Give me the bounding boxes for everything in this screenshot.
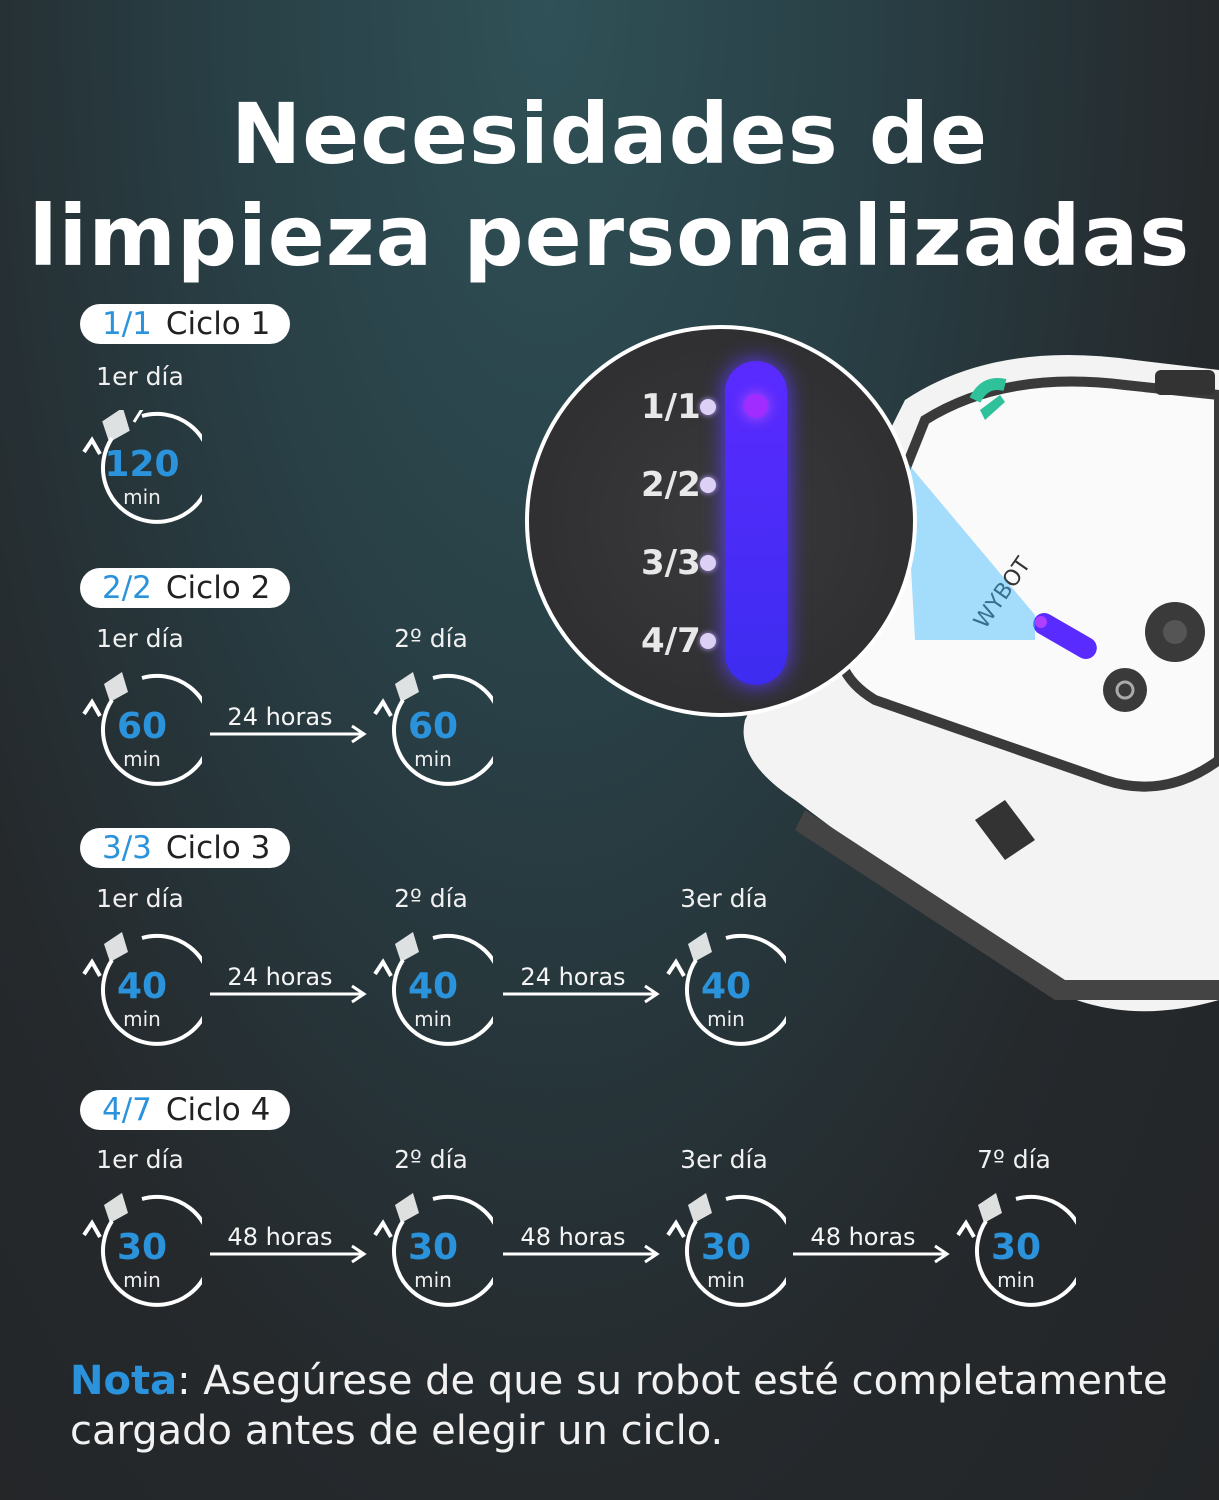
indicator-label: 4/7: [641, 621, 701, 661]
timer: 30 min: [82, 1193, 202, 1313]
timer-unit: min: [123, 1007, 161, 1031]
cycle-name: Ciclo 3: [165, 830, 271, 866]
interval-arrow: 48 horas: [210, 1224, 370, 1264]
day-label: 3er día: [680, 884, 768, 913]
broom-icon: [978, 1193, 1002, 1223]
note: Nota: Asegúrese de que su robot esté com…: [70, 1356, 1190, 1456]
broom-icon: [395, 932, 419, 962]
cycle-name: Ciclo 1: [165, 306, 271, 342]
timer-minutes: 30: [990, 1227, 1042, 1268]
cycle-fraction: 4/7: [102, 1092, 152, 1128]
day-label: 1er día: [96, 884, 184, 913]
day-label: 1er día: [96, 624, 184, 653]
interval-label: 48 horas: [810, 1223, 916, 1251]
interval-arrow: 24 horas: [210, 704, 370, 744]
indicator-label: 3/3: [641, 543, 701, 583]
timer: 120 min: [82, 410, 202, 530]
interval-label: 24 horas: [227, 963, 333, 991]
interval-arrow: 24 horas: [503, 964, 663, 1004]
interval-arrow: 24 horas: [210, 964, 370, 1004]
timer-unit: min: [414, 747, 452, 771]
timer-unit: min: [414, 1268, 452, 1292]
broom-icon: [688, 1193, 712, 1223]
timer-unit: min: [123, 747, 161, 771]
day-label: 3er día: [680, 1145, 768, 1174]
cycle-2-pill: 2/2 Ciclo 2: [80, 568, 291, 608]
note-text: : Asegúrese de que su robot esté complet…: [70, 1358, 1168, 1454]
day-label: 1er día: [96, 362, 184, 391]
broom-icon: [688, 932, 712, 962]
day-label: 2º día: [394, 1145, 468, 1174]
timer-unit: min: [414, 1007, 452, 1031]
cycle-fraction: 3/3: [102, 830, 152, 866]
active-led: [744, 394, 768, 418]
cycle-4-pill: 4/7 Ciclo 4: [80, 1090, 291, 1130]
interval-arrow: 48 horas: [793, 1224, 953, 1264]
timer-unit: min: [707, 1007, 745, 1031]
timer: 40 min: [373, 932, 493, 1052]
page-title-line-1: Necesidades de: [230, 85, 989, 183]
day-label: 7º día: [977, 1145, 1051, 1174]
day-label: 1er día: [96, 1145, 184, 1174]
cycle-1-pill: 1/1 Ciclo 1: [80, 304, 291, 344]
interval-label: 48 horas: [520, 1223, 626, 1251]
timer: 60 min: [82, 672, 202, 792]
timer: 30 min: [956, 1193, 1076, 1313]
timer-minutes: 60: [407, 706, 459, 747]
indicator-dot: [700, 633, 716, 649]
timer-minutes: 30: [407, 1227, 459, 1268]
timer-unit: min: [123, 1268, 161, 1292]
indicator-label: 2/2: [641, 465, 701, 505]
timer-minutes: 40: [116, 966, 168, 1007]
timer-minutes: 40: [700, 966, 752, 1007]
timer: 40 min: [82, 932, 202, 1052]
timer: 30 min: [666, 1193, 786, 1313]
page-title-line-2: limpieza personalizadas: [28, 187, 1191, 285]
timer-minutes: 40: [407, 966, 459, 1007]
timer-unit: min: [123, 485, 161, 509]
indicator-label: 1/1: [641, 387, 701, 427]
indicator-dot: [700, 399, 716, 415]
interval-label: 24 horas: [520, 963, 626, 991]
timer: 30 min: [373, 1193, 493, 1313]
day-label: 2º día: [394, 624, 468, 653]
interval-arrow: 48 horas: [503, 1224, 663, 1264]
indicator-dot: [700, 555, 716, 571]
broom-icon: [104, 1193, 128, 1223]
timer: 40 min: [666, 932, 786, 1052]
interval-label: 24 horas: [227, 703, 333, 731]
broom-icon: [104, 932, 128, 962]
timer-minutes: 30: [700, 1227, 752, 1268]
broom-icon: [395, 1193, 419, 1223]
day-label: 2º día: [394, 884, 468, 913]
timer-unit: min: [997, 1268, 1035, 1292]
interval-label: 48 horas: [227, 1223, 333, 1251]
timer-minutes: 60: [116, 706, 168, 747]
timer-unit: min: [707, 1268, 745, 1292]
cycle-fraction: 1/1: [102, 306, 152, 342]
broom-icon: [102, 410, 144, 443]
cycle-name: Ciclo 2: [165, 570, 271, 606]
indicator-dot: [700, 477, 716, 493]
indicator-zoom: 1/1 2/2 3/3 4/7: [525, 325, 917, 717]
cycle-name: Ciclo 4: [165, 1092, 271, 1128]
timer: 60 min: [373, 672, 493, 792]
timer-minutes: 30: [116, 1227, 168, 1268]
timer-minutes: 120: [104, 444, 180, 485]
cycle-3-pill: 3/3 Ciclo 3: [80, 828, 291, 868]
cycle-fraction: 2/2: [102, 570, 152, 606]
note-key: Nota: [70, 1358, 178, 1404]
broom-icon: [395, 672, 419, 702]
broom-icon: [104, 672, 128, 702]
